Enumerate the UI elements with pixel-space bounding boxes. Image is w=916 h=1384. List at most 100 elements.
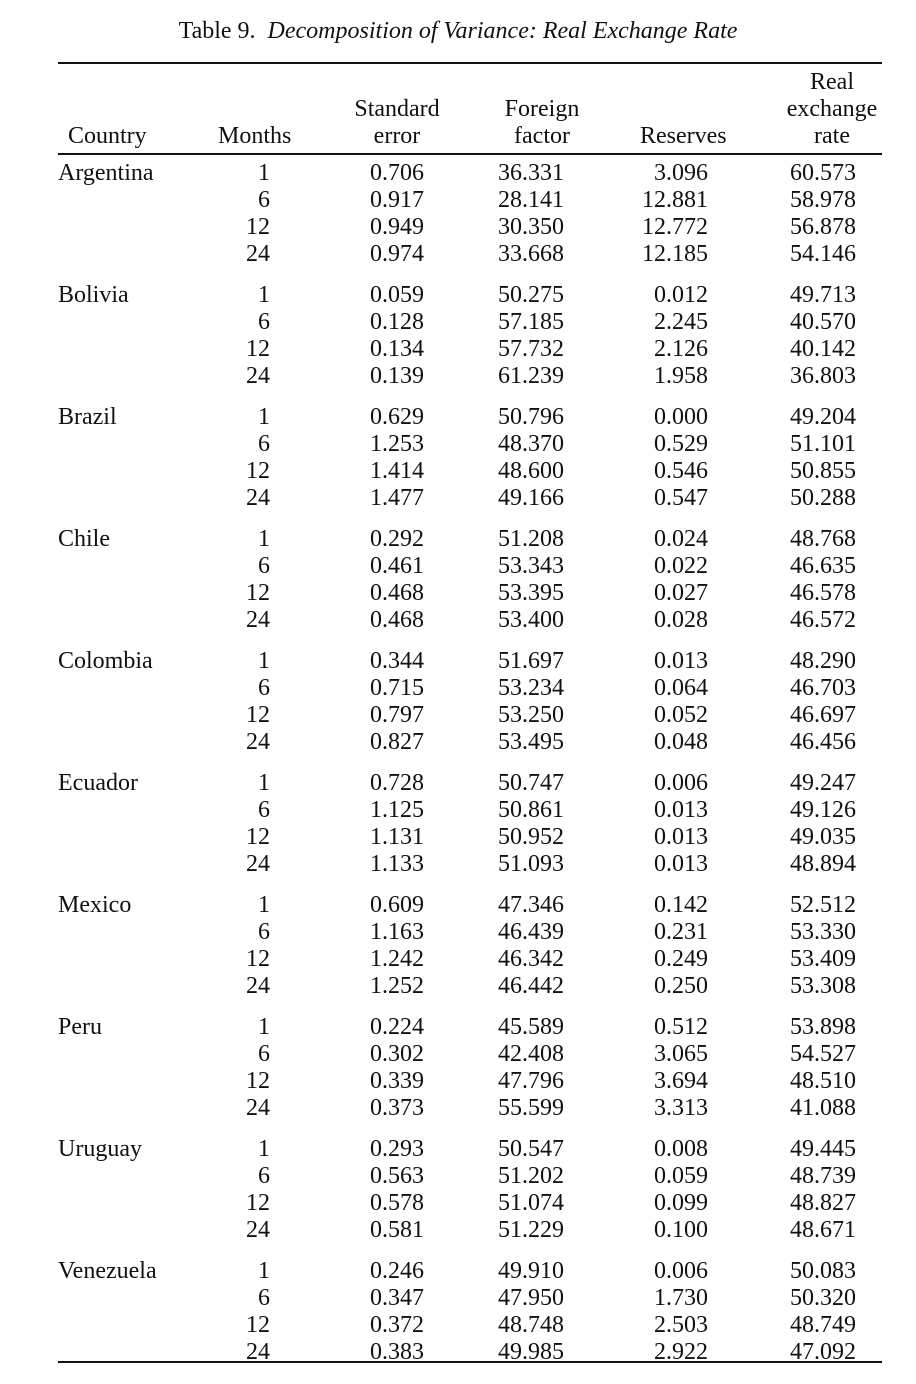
- std-error-cell: 0.246: [370, 1258, 424, 1284]
- reserves-cell: 0.064: [654, 675, 708, 701]
- std-error-cell: 0.581: [370, 1217, 424, 1243]
- real-exchange-rate-cell: 49.445: [790, 1136, 856, 1162]
- months-cell: 6: [258, 797, 270, 823]
- foreign-factor-cell: 47.950: [498, 1285, 564, 1311]
- real-exchange-rate-cell: 48.739: [790, 1163, 856, 1189]
- real-exchange-rate-cell: 54.527: [790, 1041, 856, 1067]
- table-row: 24 0.827 53.495 0.048 46.456: [0, 729, 916, 756]
- table-row: 24 1.477 49.166 0.547 50.288: [0, 485, 916, 512]
- real-exchange-rate-cell: 47.092: [790, 1339, 856, 1365]
- std-error-cell: 1.133: [370, 851, 424, 877]
- months-cell: 24: [246, 1339, 270, 1365]
- reserves-cell: 3.313: [654, 1095, 708, 1121]
- std-error-cell: 0.706: [370, 160, 424, 186]
- real-exchange-rate-cell: 53.308: [790, 973, 856, 999]
- top-rule: [58, 62, 882, 64]
- table-row: 6 0.347 47.950 1.730 50.320: [0, 1285, 916, 1312]
- real-exchange-rate-cell: 49.247: [790, 770, 856, 796]
- country-name: Ecuador: [58, 770, 138, 796]
- table-row: 24 0.373 55.599 3.313 41.088: [0, 1095, 916, 1122]
- table-row: Bolivia 1 0.059 50.275 0.012 49.713: [0, 282, 916, 309]
- months-cell: 1: [258, 1014, 270, 1040]
- foreign-factor-cell: 49.910: [498, 1258, 564, 1284]
- real-exchange-rate-cell: 40.142: [790, 336, 856, 362]
- std-error-cell: 0.715: [370, 675, 424, 701]
- foreign-factor-cell: 42.408: [498, 1041, 564, 1067]
- real-exchange-rate-cell: 58.978: [790, 187, 856, 213]
- months-cell: 6: [258, 675, 270, 701]
- real-exchange-rate-cell: 53.409: [790, 946, 856, 972]
- months-cell: 6: [258, 309, 270, 335]
- header-standard-error: Standard error: [349, 96, 445, 150]
- table-row: 6 0.715 53.234 0.064 46.703: [0, 675, 916, 702]
- header-standard-error-line-2: error: [373, 123, 421, 149]
- country-name: Venezuela: [58, 1258, 157, 1284]
- real-exchange-rate-cell: 48.510: [790, 1068, 856, 1094]
- reserves-cell: 2.922: [654, 1339, 708, 1365]
- real-exchange-rate-cell: 54.146: [790, 241, 856, 267]
- real-exchange-rate-cell: 49.126: [790, 797, 856, 823]
- months-cell: 24: [246, 607, 270, 633]
- real-exchange-rate-cell: 48.768: [790, 526, 856, 552]
- country-name: Uruguay: [58, 1136, 142, 1162]
- country-group-bolivia: Bolivia 1 0.059 50.275 0.012 49.713 6 0.…: [0, 282, 916, 404]
- reserves-cell: 0.013: [654, 797, 708, 823]
- foreign-factor-cell: 48.748: [498, 1312, 564, 1338]
- months-cell: 1: [258, 892, 270, 918]
- table-body: Argentina 1 0.706 36.331 3.096 60.573 6 …: [0, 160, 916, 1380]
- foreign-factor-cell: 50.861: [498, 797, 564, 823]
- table-row: 12 1.131 50.952 0.013 49.035: [0, 824, 916, 851]
- reserves-cell: 1.958: [654, 363, 708, 389]
- header-real-exchange-rate: Real exchange rate: [782, 69, 882, 150]
- reserves-cell: 2.503: [654, 1312, 708, 1338]
- months-cell: 6: [258, 1285, 270, 1311]
- foreign-factor-cell: 33.668: [498, 241, 564, 267]
- months-cell: 6: [258, 1163, 270, 1189]
- real-exchange-rate-cell: 53.898: [790, 1014, 856, 1040]
- reserves-cell: 12.185: [642, 241, 708, 267]
- std-error-cell: 1.477: [370, 485, 424, 511]
- table-row: Ecuador 1 0.728 50.747 0.006 49.247: [0, 770, 916, 797]
- table-row: Brazil 1 0.629 50.796 0.000 49.204: [0, 404, 916, 431]
- reserves-cell: 0.512: [654, 1014, 708, 1040]
- months-cell: 12: [246, 1190, 270, 1216]
- foreign-factor-cell: 49.985: [498, 1339, 564, 1365]
- bottom-rule: [58, 1361, 882, 1363]
- country-group-peru: Peru 1 0.224 45.589 0.512 53.898 6 0.302…: [0, 1014, 916, 1136]
- months-cell: 1: [258, 1258, 270, 1284]
- real-exchange-rate-cell: 41.088: [790, 1095, 856, 1121]
- months-cell: 6: [258, 1041, 270, 1067]
- table-row: 6 0.563 51.202 0.059 48.739: [0, 1163, 916, 1190]
- country-group-uruguay: Uruguay 1 0.293 50.547 0.008 49.445 6 0.…: [0, 1136, 916, 1258]
- std-error-cell: 0.383: [370, 1339, 424, 1365]
- real-exchange-rate-cell: 48.671: [790, 1217, 856, 1243]
- months-cell: 12: [246, 214, 270, 240]
- table-row: 6 1.125 50.861 0.013 49.126: [0, 797, 916, 824]
- real-exchange-rate-cell: 46.703: [790, 675, 856, 701]
- country-name: Colombia: [58, 648, 153, 674]
- foreign-factor-cell: 30.350: [498, 214, 564, 240]
- std-error-cell: 0.344: [370, 648, 424, 674]
- reserves-cell: 0.000: [654, 404, 708, 430]
- foreign-factor-cell: 46.442: [498, 973, 564, 999]
- country-name: Peru: [58, 1014, 102, 1040]
- reserves-cell: 0.006: [654, 770, 708, 796]
- reserves-cell: 1.730: [654, 1285, 708, 1311]
- months-cell: 1: [258, 282, 270, 308]
- reserves-cell: 0.013: [654, 851, 708, 877]
- reserves-cell: 0.059: [654, 1163, 708, 1189]
- country-group-brazil: Brazil 1 0.629 50.796 0.000 49.204 6 1.2…: [0, 404, 916, 526]
- months-cell: 1: [258, 770, 270, 796]
- std-error-cell: 1.131: [370, 824, 424, 850]
- table-row: Argentina 1 0.706 36.331 3.096 60.573: [0, 160, 916, 187]
- table-row: Venezuela 1 0.246 49.910 0.006 50.083: [0, 1258, 916, 1285]
- real-exchange-rate-cell: 49.035: [790, 824, 856, 850]
- foreign-factor-cell: 50.275: [498, 282, 564, 308]
- months-cell: 24: [246, 1217, 270, 1243]
- real-exchange-rate-cell: 40.570: [790, 309, 856, 335]
- months-cell: 6: [258, 187, 270, 213]
- months-cell: 6: [258, 431, 270, 457]
- foreign-factor-cell: 51.093: [498, 851, 564, 877]
- table-row: 12 0.797 53.250 0.052 46.697: [0, 702, 916, 729]
- reserves-cell: 0.013: [654, 648, 708, 674]
